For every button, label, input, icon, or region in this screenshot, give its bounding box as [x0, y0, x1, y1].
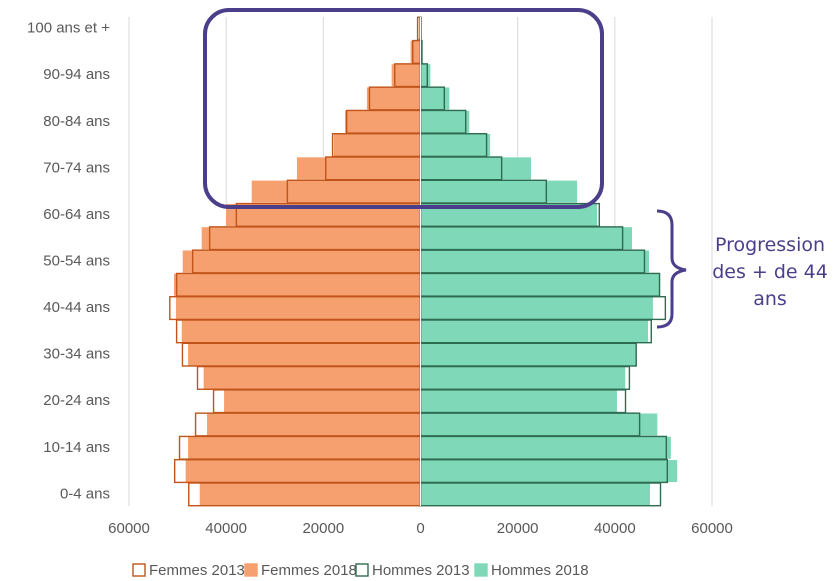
- legend-label: Hommes 2013: [372, 562, 470, 579]
- bar: [366, 86, 421, 111]
- y-tick-label: 10-14 ans: [43, 439, 110, 456]
- legend-label: Hommes 2018: [491, 562, 589, 579]
- bar: [420, 226, 633, 250]
- y-tick-label: 50-54 ans: [43, 252, 110, 269]
- x-tick-label: 0: [416, 520, 424, 537]
- bar: [182, 249, 421, 274]
- y-tick-label: 90-94 ans: [43, 66, 110, 83]
- bar: [420, 63, 432, 87]
- bar: [173, 273, 421, 297]
- bar: [420, 366, 626, 390]
- x-tick-label: 60000: [691, 520, 733, 537]
- x-tick-label: 40000: [205, 520, 247, 537]
- legend-swatch: [355, 563, 369, 577]
- bar: [175, 296, 421, 320]
- bar: [409, 40, 421, 64]
- bar: [185, 459, 421, 483]
- bar: [223, 389, 421, 413]
- y-tick-label: 40-44 ans: [43, 299, 110, 316]
- y-tick-label: 60-64 ans: [43, 206, 110, 223]
- x-tick-label: 20000: [497, 520, 539, 537]
- bar: [187, 342, 421, 367]
- legend-swatch: [244, 563, 258, 577]
- bar: [420, 319, 649, 343]
- bar: [333, 133, 421, 157]
- bar: [344, 110, 421, 134]
- bar: [420, 389, 618, 413]
- y-tick-label: 20-24 ans: [43, 392, 110, 409]
- bar: [251, 180, 421, 204]
- bar: [420, 459, 678, 483]
- x-tick-label: 20000: [302, 520, 344, 537]
- y-tick-label: 30-34 ans: [43, 346, 110, 363]
- bar: [420, 273, 661, 297]
- bar: [420, 342, 637, 367]
- brace: [656, 209, 687, 329]
- bar: [420, 249, 650, 274]
- x-tick-label: 60000: [108, 520, 150, 537]
- annotation: Progression des + de 44 ans: [712, 234, 828, 310]
- bar: [296, 156, 421, 180]
- y-tick-label: 70-74 ans: [43, 159, 110, 176]
- y-tick-label: 100 ans et +: [27, 20, 110, 37]
- bar: [420, 133, 491, 157]
- bar: [420, 482, 651, 506]
- bar: [206, 412, 421, 437]
- bar: [203, 366, 421, 390]
- highlight-box: [203, 8, 604, 209]
- legend-label: Femmes 2013: [149, 562, 245, 579]
- bar: [420, 86, 450, 111]
- legend-swatch: [474, 563, 488, 577]
- legend-label: Femmes 2018: [261, 562, 357, 579]
- bar: [391, 63, 421, 87]
- bar: [181, 319, 421, 343]
- bar: [420, 156, 532, 180]
- bar: [420, 110, 470, 134]
- y-tick-label: 80-84 ans: [43, 113, 110, 130]
- bar: [420, 296, 654, 320]
- bar: [420, 412, 658, 437]
- bar: [420, 436, 672, 460]
- bar: [187, 436, 421, 460]
- y-tick-label: 0-4 ans: [60, 485, 110, 502]
- x-tick-label: 40000: [594, 520, 636, 537]
- bar: [420, 180, 578, 204]
- legend-swatch: [132, 563, 146, 577]
- bar: [199, 482, 421, 506]
- bar: [201, 226, 421, 250]
